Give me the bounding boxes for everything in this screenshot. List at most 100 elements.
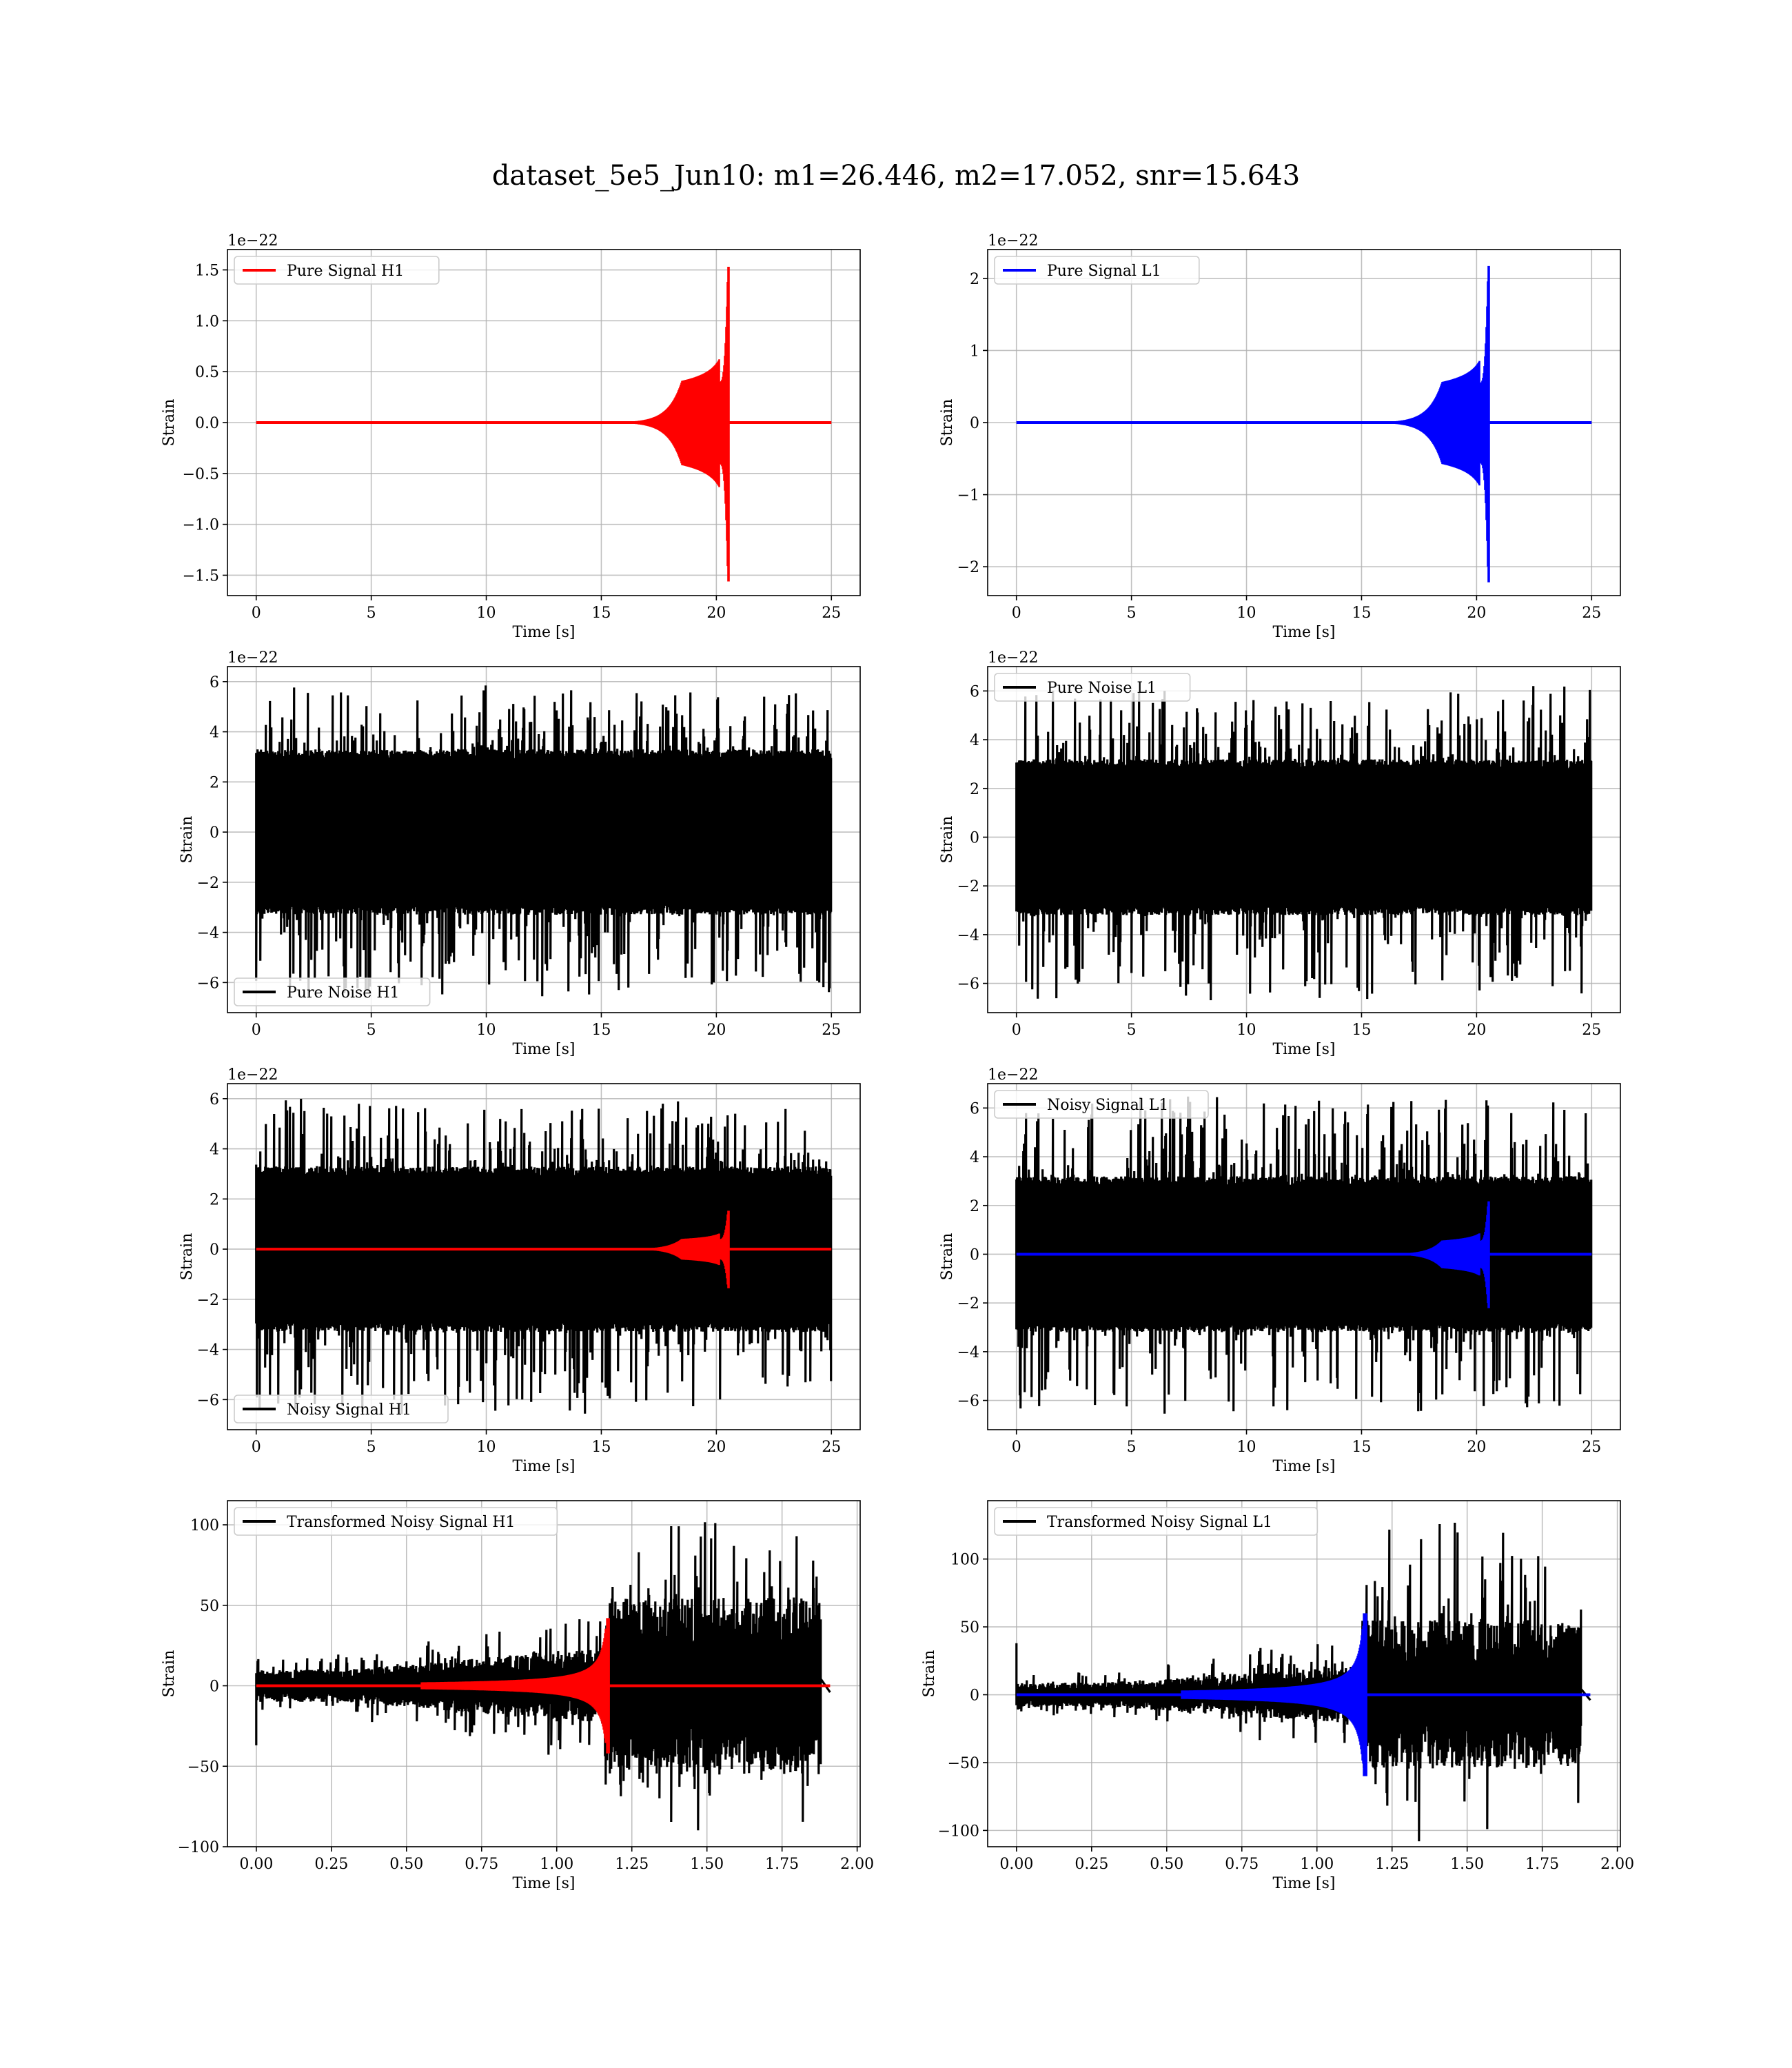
y-tick-label: 50 [200,1598,219,1615]
y-tick-label: 0 [210,1241,219,1259]
x-tick-label: 0 [1012,605,1021,622]
axis-offset-text: 1e−22 [988,649,1038,667]
x-axis-label: Time [s] [1272,1458,1335,1475]
legend-entry: Noisy Signal H1 [287,1401,411,1419]
signal-chirp [1361,265,1490,582]
x-tick-label: 2.00 [1600,1856,1634,1873]
x-tick-label: 0 [252,605,261,622]
legend: Pure Noise L1 [994,673,1191,702]
noise-trace [255,685,833,997]
axis-offset-text: 1e−22 [988,1066,1038,1084]
subplot-transformed-noisy-signal-l1: 0.00 0.25 0.50 0.75 1.00 1.25 1.50 1.75 2.00 −100… [921,1500,1634,1892]
y-tick-label: −1.5 [183,567,219,585]
series-group [1015,686,1593,1001]
figure-title: dataset_5e5_Jun10: m1=26.446, m2=17.052,… [492,160,1300,192]
y-tick-label: −100 [938,1823,979,1840]
x-tick-label: 0.00 [239,1856,273,1873]
x-tick-label: 5 [367,605,376,622]
y-axis-label: Strain [921,1650,938,1698]
legend-entry: Pure Signal H1 [287,263,404,280]
x-tick-label: 1.25 [1375,1856,1409,1873]
series-group [256,267,832,582]
x-tick-label: 0 [252,1022,261,1039]
y-tick-label: −100 [178,1839,219,1856]
y-tick-label: 4 [210,1142,219,1159]
legend-entry: Pure Signal L1 [1047,263,1161,280]
legend-box [994,1090,1209,1119]
y-tick-label: 4 [970,732,979,749]
x-tick-label: 20 [1467,1022,1486,1039]
y-tick-label: 2 [970,781,979,798]
x-tick-label: 0 [252,1439,261,1456]
y-tick-label: 6 [210,674,219,691]
series-group [1015,1522,1591,1842]
y-tick-label: 0.5 [195,364,219,381]
x-tick-label: 10 [477,1022,496,1039]
y-axis-label: Strain [939,816,956,864]
signal-chirp [1361,1201,1490,1308]
legend-entry: Pure Noise L1 [1047,680,1157,697]
axis-offset-text: 1e−22 [227,1066,278,1084]
x-tick-label: 15 [591,1022,611,1039]
y-tick-label: 1 [970,343,979,360]
x-tick-label: 25 [1582,1439,1601,1456]
subplot-pure-noise-l1: 0 5 10 15 20 25 −6 −4 −2 0 2 4 6 Time [s] Strain 1e−22 P… [939,649,1621,1058]
legend-box [234,256,440,285]
signal-chirp [600,267,730,582]
legend-box [234,977,431,1006]
axes-frame [227,1500,861,1847]
legend-entry: Transformed Noisy Signal L1 [1047,1514,1272,1531]
legend: Noisy Signal L1 [994,1090,1209,1119]
x-tick-label: 0 [1012,1439,1021,1456]
x-tick-label: 1.75 [765,1856,799,1873]
axes-frame [987,1083,1621,1430]
y-tick-label: −1 [957,487,979,505]
x-tick-label: 5 [1127,605,1137,622]
axes-frame [227,666,861,1013]
x-tick-label: 15 [591,605,611,622]
series-group [255,1522,831,1831]
x-tick-label: 25 [822,1022,841,1039]
legend: Transformed Noisy Signal L1 [994,1507,1318,1536]
x-tick-label: 15 [1352,1439,1371,1456]
x-tick-label: 25 [1582,1022,1601,1039]
y-tick-label: 0 [210,1679,219,1696]
y-tick-label: −2 [197,875,219,892]
y-tick-label: −2 [957,559,979,576]
x-tick-label: 1.25 [615,1856,649,1873]
x-tick-label: 2.00 [840,1856,874,1873]
y-tick-label: −50 [187,1758,219,1776]
legend-box [994,1507,1318,1536]
legend-entry: Pure Noise H1 [287,984,400,1002]
x-axis-label: Time [s] [512,1875,575,1892]
legend-box [234,1507,558,1536]
x-tick-label: 15 [1352,1022,1371,1039]
y-tick-label: −4 [197,925,219,942]
subplot-pure-signal-h1: 0 5 10 15 20 25 −1.5 −1.0 −0.5 0.0 0.5 1.0 1.5 Time [… [161,232,861,641]
y-axis-label: Strain [179,816,196,864]
y-tick-label: 50 [960,1619,979,1636]
y-tick-label: 2 [210,774,219,791]
axis-offset-text: 1e−22 [227,649,278,667]
series-group [255,685,833,997]
signal-chirp [1181,1613,1367,1776]
x-axis-label: Time [s] [512,624,575,641]
legend: Transformed Noisy Signal H1 [234,1507,558,1536]
x-axis-label: Time [s] [1272,1041,1335,1058]
legend: Pure Signal H1 [234,256,440,285]
x-tick-label: 10 [1237,1022,1256,1039]
y-tick-label: 2 [970,1198,979,1215]
series-group [255,1098,833,1415]
x-tick-label: 1.00 [540,1856,573,1873]
y-tick-label: 6 [210,1091,219,1108]
x-tick-label: 0.25 [1075,1856,1108,1873]
axes-frame [987,666,1621,1013]
y-tick-label: 6 [970,1100,979,1117]
y-tick-label: 1.0 [195,313,219,330]
y-tick-label: −2 [957,878,979,895]
legend: Noisy Signal H1 [234,1395,449,1423]
y-axis-label: Strain [939,1233,956,1281]
y-tick-label: 6 [970,683,979,700]
x-axis-label: Time [s] [512,1041,575,1058]
